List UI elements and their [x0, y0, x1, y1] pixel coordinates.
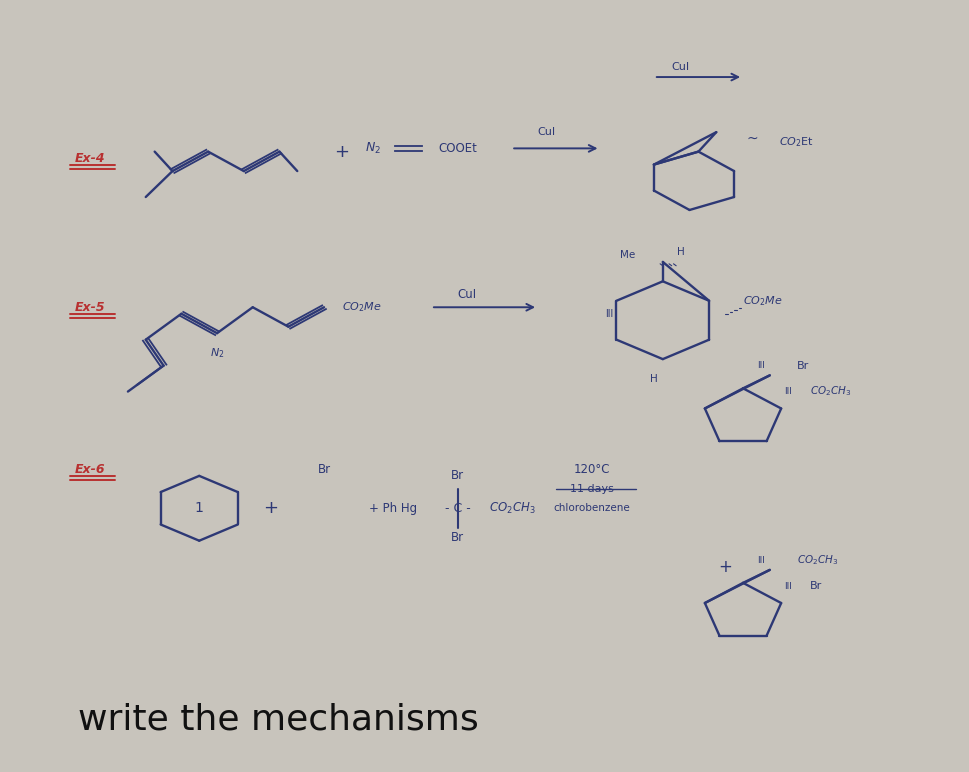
Text: Ex-5: Ex-5 — [75, 301, 105, 313]
Text: Br: Br — [797, 361, 809, 371]
Text: COOEt: COOEt — [438, 142, 477, 155]
Text: 120°C: 120°C — [574, 463, 610, 476]
Text: Br: Br — [452, 469, 464, 482]
Text: CuI: CuI — [672, 63, 690, 73]
Text: $N_2$: $N_2$ — [365, 141, 381, 156]
Text: +: + — [263, 499, 278, 517]
Text: CuI: CuI — [457, 288, 476, 301]
Text: $N_2$: $N_2$ — [210, 346, 224, 360]
Text: - C -: - C - — [445, 502, 471, 515]
Text: $CO_2Me$: $CO_2Me$ — [743, 294, 783, 308]
Text: chlorobenzene: chlorobenzene — [553, 503, 630, 513]
Text: lll: lll — [757, 556, 765, 564]
Text: lll: lll — [757, 361, 765, 370]
Text: 1: 1 — [195, 501, 203, 515]
Text: +: + — [718, 557, 733, 576]
Text: write the mechanisms: write the mechanisms — [78, 703, 479, 737]
Text: 11 days: 11 days — [570, 484, 613, 494]
Text: $CO_2$Et: $CO_2$Et — [779, 135, 814, 149]
Text: Ex-4: Ex-4 — [75, 151, 105, 164]
Text: Br: Br — [318, 463, 330, 476]
Text: $CO_2Me$: $CO_2Me$ — [342, 300, 382, 314]
Text: CuI: CuI — [538, 127, 556, 137]
Text: Br: Br — [810, 581, 822, 591]
Text: H: H — [676, 247, 684, 257]
Text: Me: Me — [619, 250, 635, 260]
Text: lll: lll — [784, 387, 792, 396]
Text: Br: Br — [452, 531, 464, 544]
Text: H: H — [650, 374, 658, 384]
Text: $CO_2CH_3$: $CO_2CH_3$ — [797, 554, 838, 567]
Text: ~: ~ — [746, 132, 758, 146]
Text: lll: lll — [606, 309, 613, 319]
Text: Ex-6: Ex-6 — [75, 463, 105, 476]
Text: + Ph Hg: + Ph Hg — [368, 502, 417, 515]
Text: +: + — [334, 143, 350, 161]
Text: $CO_2CH_3$: $CO_2CH_3$ — [810, 384, 852, 398]
Text: lll: lll — [784, 581, 792, 591]
Text: $CO_2CH_3$: $CO_2CH_3$ — [489, 501, 536, 516]
